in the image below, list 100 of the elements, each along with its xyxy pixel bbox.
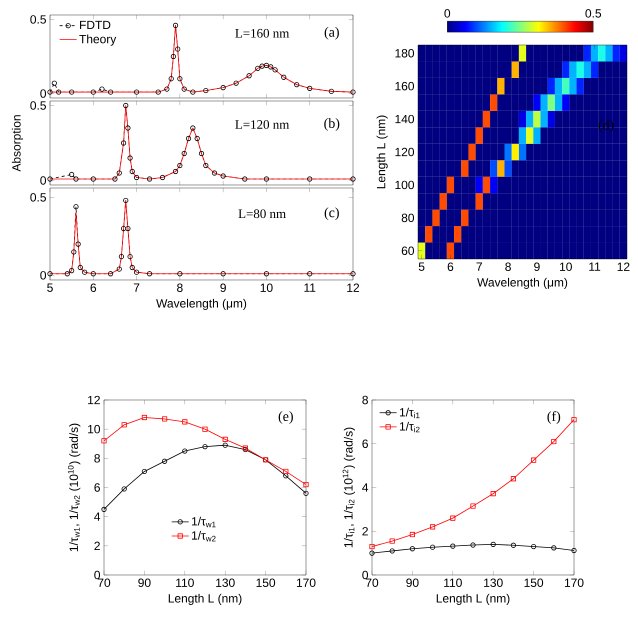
x-axis-title: Wavelength (μm) bbox=[477, 278, 568, 289]
annotation: L=80 nm bbox=[238, 209, 286, 218]
point bbox=[182, 448, 188, 454]
x-tick-label: 8 bbox=[177, 284, 183, 292]
point bbox=[130, 264, 135, 270]
point bbox=[73, 176, 79, 182]
point bbox=[220, 271, 226, 276]
point bbox=[56, 89, 62, 95]
annotation: L=120 nm bbox=[235, 120, 290, 129]
x-tick-label: 9 bbox=[220, 284, 226, 292]
point bbox=[222, 436, 228, 442]
point bbox=[69, 89, 74, 95]
point bbox=[390, 538, 395, 544]
point bbox=[134, 89, 140, 95]
point bbox=[490, 542, 496, 547]
point bbox=[510, 542, 516, 548]
annotation: (b) bbox=[324, 118, 340, 131]
y-tick-label: 10 bbox=[88, 424, 100, 434]
y-axis-title: Length L (nm) bbox=[376, 116, 388, 188]
point bbox=[190, 125, 196, 131]
point bbox=[307, 86, 312, 91]
point bbox=[134, 174, 140, 180]
y-tick-label: 0.5 bbox=[30, 15, 46, 24]
x-tick-label: 7 bbox=[134, 284, 140, 292]
point bbox=[450, 516, 456, 521]
y-tick-label: 180 bbox=[395, 48, 414, 58]
point bbox=[156, 89, 161, 95]
point bbox=[369, 544, 375, 550]
point bbox=[283, 473, 288, 478]
point bbox=[510, 476, 516, 482]
point bbox=[202, 444, 208, 450]
x-axis-title: Length L (nm) bbox=[436, 594, 510, 605]
y-axis-title: Absorption bbox=[12, 115, 24, 172]
point bbox=[69, 172, 74, 178]
y-tick-label: 6 bbox=[94, 483, 100, 492]
x-tick-label: 5 bbox=[47, 284, 53, 292]
point bbox=[220, 173, 226, 179]
y-tick-label: 140 bbox=[395, 114, 414, 124]
y-tick-label: 100 bbox=[395, 180, 414, 190]
point bbox=[90, 271, 96, 276]
y-tick-label: 0.5 bbox=[30, 101, 46, 110]
point bbox=[531, 544, 536, 550]
point bbox=[182, 86, 187, 92]
point bbox=[168, 76, 174, 82]
point bbox=[551, 438, 556, 444]
x-tick-label: 170 bbox=[296, 578, 316, 587]
y-tick-label: 12 bbox=[88, 396, 100, 404]
x-tick-label: 170 bbox=[564, 578, 584, 587]
x-tick-label: 70 bbox=[366, 578, 378, 587]
point bbox=[182, 150, 187, 156]
y-tick-label: 4 bbox=[94, 512, 100, 521]
point bbox=[116, 170, 122, 176]
legend-label: 1/τ$_{w2}$ bbox=[192, 530, 216, 542]
point bbox=[307, 271, 312, 276]
point bbox=[260, 64, 265, 69]
point bbox=[162, 416, 168, 422]
y-axis-title: 1/τ$_{i1}$, 1/τ$_{i2}$ (10$^{12}$) (rad/s) bbox=[342, 428, 355, 548]
annotation: L=160 nm bbox=[235, 28, 290, 38]
point bbox=[64, 271, 70, 276]
x-tick-label: 70 bbox=[98, 578, 110, 587]
y-tick-label: 120 bbox=[395, 148, 414, 156]
x-tick-label: 12 bbox=[618, 262, 630, 271]
point bbox=[108, 89, 114, 95]
point bbox=[281, 74, 286, 80]
annotation: (e) bbox=[278, 411, 293, 424]
point bbox=[69, 268, 74, 274]
y-tick-label: 160 bbox=[395, 82, 414, 90]
point bbox=[122, 422, 127, 428]
point bbox=[246, 73, 252, 78]
point bbox=[212, 170, 218, 176]
point bbox=[182, 419, 188, 424]
point bbox=[160, 174, 166, 180]
point bbox=[303, 482, 309, 488]
annotation: (f) bbox=[547, 411, 560, 424]
y-tick-label: 8 bbox=[362, 396, 368, 404]
point bbox=[142, 468, 147, 474]
point bbox=[120, 226, 126, 232]
point bbox=[116, 266, 122, 272]
x-tick-label: 7 bbox=[476, 262, 482, 271]
point bbox=[82, 270, 88, 275]
point bbox=[430, 524, 436, 530]
x-tick-label: 130 bbox=[484, 578, 503, 587]
point bbox=[490, 491, 496, 496]
point bbox=[268, 64, 274, 70]
point bbox=[122, 486, 127, 492]
point bbox=[410, 546, 415, 552]
x-tick-label: 10 bbox=[260, 284, 273, 292]
point bbox=[220, 85, 226, 90]
y-tick-label: 0 bbox=[40, 271, 46, 280]
x-tick-label: 11 bbox=[304, 284, 316, 292]
point bbox=[108, 271, 114, 276]
point bbox=[76, 242, 81, 247]
point bbox=[571, 417, 577, 422]
point bbox=[186, 136, 192, 142]
point bbox=[71, 249, 76, 255]
point bbox=[202, 426, 208, 432]
legend-label: 1/τ$_{w1}$ bbox=[192, 516, 216, 528]
x-tick-label: 90 bbox=[406, 578, 419, 587]
x-tick-label: 90 bbox=[138, 578, 151, 587]
point bbox=[120, 140, 126, 146]
